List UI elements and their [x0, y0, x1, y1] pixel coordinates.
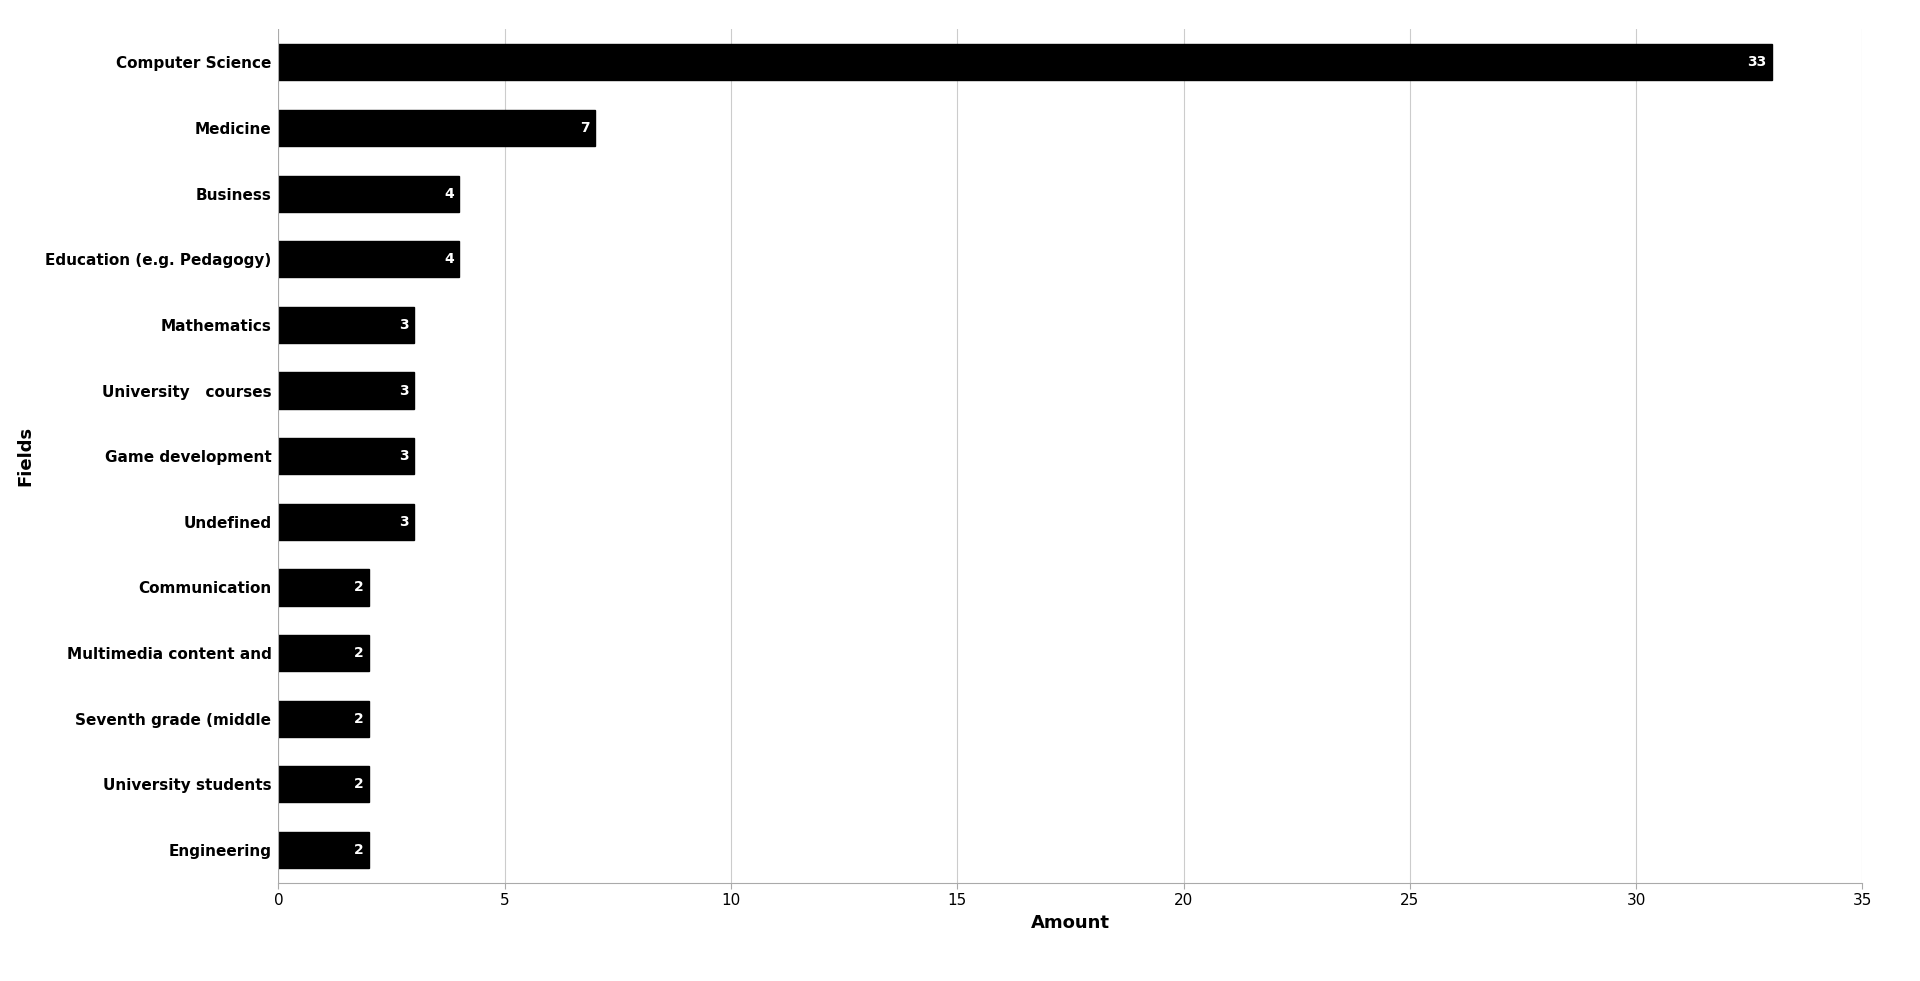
- Bar: [278, 44, 1772, 80]
- Bar: [278, 110, 595, 146]
- Text: 3: 3: [399, 318, 409, 332]
- Bar: [278, 307, 415, 343]
- Text: 4: 4: [444, 252, 453, 266]
- Bar: [278, 504, 415, 540]
- Bar: [278, 635, 369, 671]
- Bar: [278, 176, 459, 212]
- Bar: [278, 569, 369, 605]
- Bar: [278, 766, 369, 802]
- Text: 33: 33: [1747, 55, 1766, 70]
- Text: 3: 3: [399, 384, 409, 397]
- Bar: [278, 241, 459, 278]
- Text: 2: 2: [353, 843, 363, 857]
- X-axis label: Amount: Amount: [1031, 914, 1110, 932]
- Text: 3: 3: [399, 515, 409, 529]
- Text: 2: 2: [353, 777, 363, 792]
- Bar: [278, 832, 369, 868]
- Text: 2: 2: [353, 581, 363, 594]
- Bar: [278, 700, 369, 737]
- Bar: [278, 439, 415, 474]
- Text: 2: 2: [353, 712, 363, 726]
- Y-axis label: Fields: Fields: [15, 426, 35, 487]
- Bar: [278, 373, 415, 408]
- Text: 7: 7: [580, 121, 589, 135]
- Text: 4: 4: [444, 186, 453, 200]
- Text: 3: 3: [399, 449, 409, 463]
- Text: 2: 2: [353, 646, 363, 660]
